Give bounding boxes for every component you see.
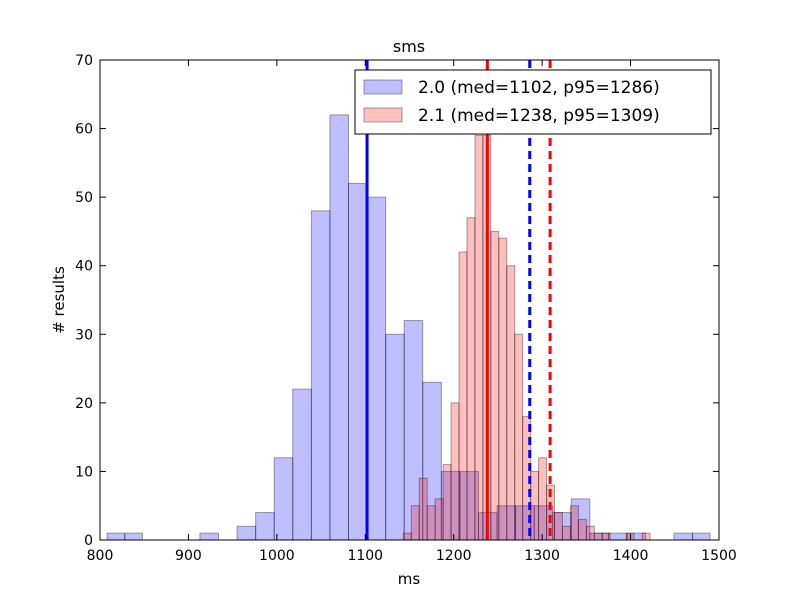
x-tick-label: 1300 xyxy=(524,548,560,564)
y-axis-label: # results xyxy=(50,266,68,334)
x-axis-label: ms xyxy=(398,570,421,588)
y-tick-label: 0 xyxy=(84,533,93,549)
x-tick-label: 800 xyxy=(87,548,114,564)
x-tick-label: 900 xyxy=(175,548,202,564)
bar-series2-bin20 xyxy=(554,512,563,541)
bar-series1-bin10 xyxy=(347,182,368,541)
bar-series1-bin3 xyxy=(199,532,219,541)
bar-series2-bin26 xyxy=(601,532,611,541)
bar-series2-bin8 xyxy=(458,251,468,541)
legend-swatch-series1 xyxy=(363,79,403,95)
y-tick-label: 20 xyxy=(75,396,93,412)
y-tick-label: 40 xyxy=(75,259,93,275)
bar-series2-bin12 xyxy=(490,230,500,541)
x-tick-label: 1200 xyxy=(436,548,472,564)
x-tick-label: 1500 xyxy=(701,548,737,564)
bar-series2-bin22 xyxy=(569,505,579,541)
legend: 2.0 (med=1102, p95=1286) 2.1 (med=1238, p… xyxy=(354,69,712,135)
bar-series1-bin4 xyxy=(236,525,257,541)
bars-layer xyxy=(106,114,711,541)
bar-series2-bin28 xyxy=(641,532,651,541)
legend-box xyxy=(354,69,712,135)
bar-series1-bin11 xyxy=(366,196,387,541)
bar-series1-bin24 xyxy=(607,532,628,541)
bar-series2-bin4 xyxy=(426,505,436,541)
bar-series2-bin18 xyxy=(538,457,548,541)
bar-series2-bin23 xyxy=(577,518,587,541)
chart-title: sms xyxy=(393,37,425,56)
bar-series1-bin6 xyxy=(273,457,294,541)
bar-series2-bin15 xyxy=(514,333,524,541)
bar-series1-bin12 xyxy=(385,333,405,541)
bar-series2-bin7 xyxy=(450,402,460,541)
y-tick-label: 70 xyxy=(75,53,93,69)
legend-label-series1: 2.0 (med=1102, p95=1286) xyxy=(418,78,660,98)
bar-series2-bin21 xyxy=(561,525,571,541)
legend-label-series2: 2.1 (med=1238, p95=1309) xyxy=(418,106,660,126)
bar-series2-bin24 xyxy=(585,525,595,541)
bar-series1-bin2 xyxy=(124,532,143,541)
y-axis: 0 10 20 30 40 50 60 70 xyxy=(75,53,719,549)
bar-series2-bin3 xyxy=(418,477,428,541)
x-axis: 800 900 1000 1100 1200 1300 1400 1500 xyxy=(87,60,737,564)
bar-series2-bin13 xyxy=(498,237,508,541)
bar-series1-bin5 xyxy=(255,512,275,541)
bar-series1-bin8 xyxy=(310,210,331,541)
plot-frame xyxy=(99,59,720,541)
x-tick-label: 1100 xyxy=(347,548,383,564)
bar-series2-bin6 xyxy=(442,464,452,541)
bar-series1-bin1 xyxy=(106,532,126,541)
bar-series1-bin27 xyxy=(691,532,711,541)
y-tick-label: 10 xyxy=(75,464,93,480)
y-tick-label: 50 xyxy=(75,190,93,206)
bar-series2-bin14 xyxy=(506,265,516,541)
bar-series2-bin5 xyxy=(434,498,444,541)
bar-series1-bin26 xyxy=(673,532,693,541)
y-tick-label: 60 xyxy=(75,122,93,138)
legend-swatch-series2 xyxy=(363,107,403,123)
bar-series1-bin7 xyxy=(292,388,312,541)
bar-series2-bin2 xyxy=(410,505,420,541)
x-tick-label: 1000 xyxy=(259,548,295,564)
bar-series2-bin25 xyxy=(593,532,603,541)
bar-series2-bin9 xyxy=(466,217,476,541)
median-p95-lines xyxy=(365,60,552,540)
x-tick-label: 1400 xyxy=(613,548,649,564)
bar-series2-bin10 xyxy=(474,134,484,541)
bar-series1-bin9 xyxy=(329,114,349,541)
bar-series2-bin17 xyxy=(530,470,540,541)
y-tick-label: 30 xyxy=(75,327,93,343)
bar-series2-bin1 xyxy=(402,532,412,541)
